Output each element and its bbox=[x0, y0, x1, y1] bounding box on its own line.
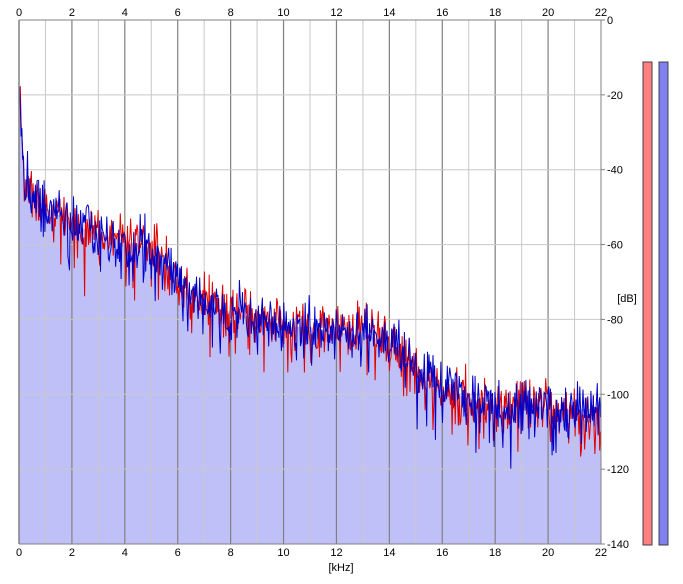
y-tick-label: -140 bbox=[607, 539, 629, 551]
x-tick-label-top: 4 bbox=[122, 7, 128, 19]
series-line-blue bbox=[19, 87, 601, 469]
x-tick-label-top: 8 bbox=[228, 7, 234, 19]
x-tick-label-bottom: 12 bbox=[330, 547, 342, 559]
x-tick-label-top: 12 bbox=[330, 7, 342, 19]
x-tick-label-top: 18 bbox=[489, 7, 501, 19]
y-axis-title: [dB] bbox=[617, 293, 637, 305]
x-tick-label-bottom: 20 bbox=[542, 547, 554, 559]
tick-label-layer: 002244668810101212141416161818202022220-… bbox=[16, 7, 629, 559]
y-tick-label: -80 bbox=[607, 314, 623, 326]
x-tick-label-bottom: 6 bbox=[175, 547, 181, 559]
x-tick-label-bottom: 8 bbox=[228, 547, 234, 559]
x-tick-label-top: 14 bbox=[383, 7, 395, 19]
y-tick-label: 0 bbox=[607, 15, 613, 27]
x-tick-label-bottom: 14 bbox=[383, 547, 395, 559]
x-tick-label-top: 0 bbox=[16, 7, 22, 19]
level-meter-layer bbox=[642, 61, 669, 546]
x-tick-label-bottom: 22 bbox=[595, 547, 607, 559]
x-tick-label-top: 6 bbox=[175, 7, 181, 19]
y-tick-label: -20 bbox=[607, 90, 623, 102]
x-tick-label-bottom: 10 bbox=[277, 547, 289, 559]
x-tick-label-top: 2 bbox=[69, 7, 75, 19]
y-tick-label: -40 bbox=[607, 165, 623, 177]
y-tick-label: -100 bbox=[607, 389, 629, 401]
spectrum-area bbox=[19, 79, 601, 545]
x-tick-label-bottom: 0 bbox=[16, 547, 22, 559]
x-tick-label-top: 22 bbox=[595, 7, 607, 19]
x-tick-label-top: 20 bbox=[542, 7, 554, 19]
y-tick-label: -60 bbox=[607, 240, 623, 252]
level-meter-left bbox=[642, 61, 653, 546]
x-tick-label-bottom: 18 bbox=[489, 547, 501, 559]
x-tick-label-bottom: 4 bbox=[122, 547, 128, 559]
series-layer bbox=[19, 86, 601, 469]
x-tick-label-bottom: 2 bbox=[69, 547, 75, 559]
x-tick-label-top: 16 bbox=[436, 7, 448, 19]
grid-layer bbox=[19, 20, 601, 544]
spectrum-area-layer bbox=[19, 79, 601, 545]
x-tick-label-bottom: 16 bbox=[436, 547, 448, 559]
y-tick-label: -120 bbox=[607, 464, 629, 476]
x-axis-title: [kHz] bbox=[328, 562, 353, 574]
level-meter-right bbox=[658, 61, 669, 546]
axis-layer bbox=[18, 19, 605, 545]
x-tick-label-top: 10 bbox=[277, 7, 289, 19]
